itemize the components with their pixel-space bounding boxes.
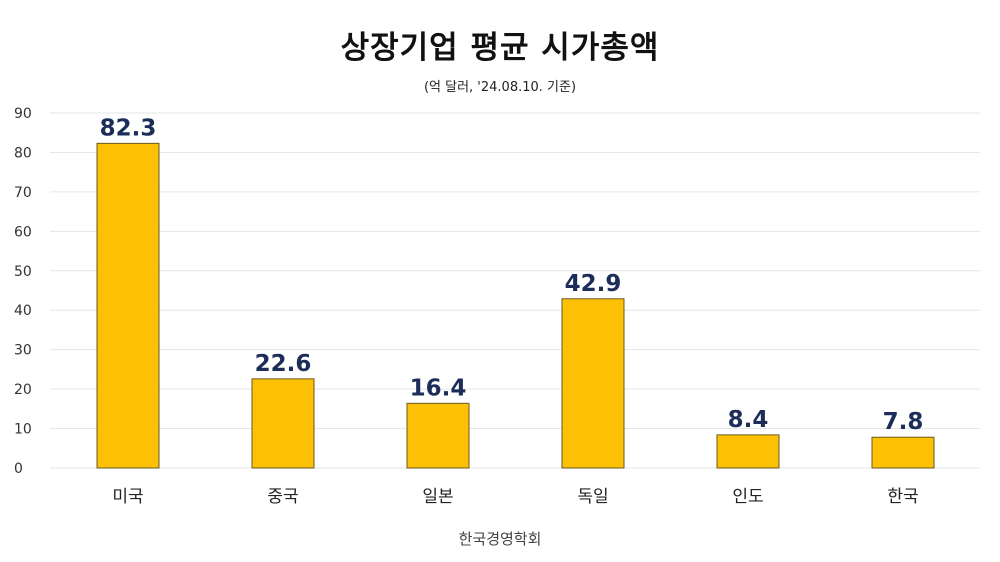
y-tick-label: 10 [14,422,32,438]
y-tick-label: 20 [14,382,32,398]
category-label: 한국 [887,487,918,507]
y-tick-label: 40 [14,303,32,319]
category-label: 중국 [267,487,298,507]
data-label: 22.6 [255,351,312,377]
data-label: 7.8 [883,409,924,435]
data-label: 82.3 [100,115,157,141]
category-label: 인도 [732,487,763,507]
bar-2 [251,378,315,469]
category-label: 미국 [112,487,143,507]
gridlines [50,112,980,469]
y-tick-label: 80 [14,145,32,161]
chart-title: 상장기업 평균 시가총액 [340,30,660,66]
bar-1 [96,142,160,469]
x-axis-categories: 미국 중국 일본 독일 인도 한국 [112,487,918,507]
data-label: 8.4 [728,407,769,433]
y-tick-label: 0 [14,461,23,477]
bar-3 [406,402,470,469]
y-tick-label: 90 [14,106,32,122]
data-label: 42.9 [565,271,622,297]
y-axis-ticks: 0 10 20 30 40 50 60 70 80 90 [14,106,32,477]
y-tick-label: 60 [14,224,32,240]
bar-6 [871,436,935,469]
source-caption: 한국경영학회 [458,530,542,548]
y-tick-label: 70 [14,185,32,201]
y-tick-label: 30 [14,343,32,359]
category-label: 독일 [577,487,608,507]
bar-5 [716,434,780,469]
bar-4 [561,298,625,469]
category-label: 일본 [422,487,453,507]
data-label: 16.4 [410,375,467,401]
chart-subtitle: (억 달러, '24.08.10. 기준) [423,80,577,95]
y-tick-label: 50 [14,264,32,280]
bars [96,142,935,469]
data-labels: 82.3 22.6 16.4 42.9 8.4 7.8 [100,115,924,435]
